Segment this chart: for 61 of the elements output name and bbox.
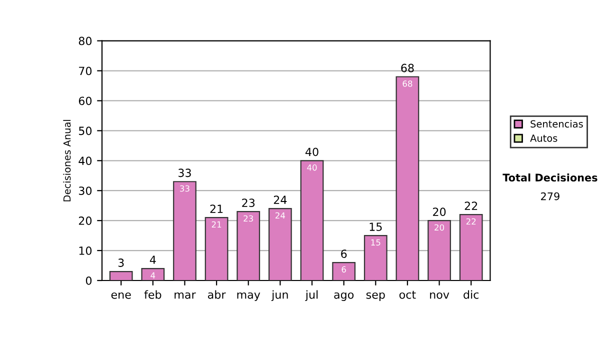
total-label: 6 xyxy=(341,250,347,258)
total-label: 20 xyxy=(433,208,446,216)
data-label: 68 xyxy=(402,80,412,87)
bar xyxy=(459,214,483,280)
bar xyxy=(141,268,165,280)
x-tick-label: mar xyxy=(174,292,196,299)
total-label: 68 xyxy=(401,64,414,72)
y-tick-label: 80 xyxy=(78,36,92,46)
data-label: 40 xyxy=(307,164,317,171)
data-label: 4 xyxy=(150,272,156,278)
x-tick-label: jun xyxy=(271,290,288,301)
data-label: 22 xyxy=(466,218,476,225)
bar xyxy=(332,262,356,280)
x-tick-label: oct xyxy=(399,290,416,299)
bar xyxy=(396,76,420,280)
bar xyxy=(300,160,324,280)
total-label: 23 xyxy=(242,198,255,208)
y-tick-label: 0 xyxy=(86,276,92,285)
data-label: 15 xyxy=(371,239,380,246)
bar xyxy=(173,181,196,280)
data-label: 33 xyxy=(180,185,190,192)
total-label: 4 xyxy=(150,256,156,264)
y-tick-label: 10 xyxy=(79,246,92,255)
total-label: 24 xyxy=(274,196,287,204)
data-label: 24 xyxy=(276,212,286,219)
bar xyxy=(236,211,260,280)
total-label: 33 xyxy=(178,168,191,178)
y-tick-label: 40 xyxy=(78,156,92,166)
x-tick-label: feb xyxy=(144,290,162,299)
bar xyxy=(204,217,228,280)
x-tick-label: dic xyxy=(464,290,479,299)
y-tick-label: 50 xyxy=(78,126,92,136)
x-tick-label: jul xyxy=(305,290,318,301)
x-tick-label: ene xyxy=(111,292,131,299)
data-label: 6 xyxy=(342,266,346,273)
x-tick-label: abr xyxy=(208,290,226,299)
data-label: 21 xyxy=(212,221,222,228)
total-label: 22 xyxy=(464,202,478,210)
data-label: 20 xyxy=(434,224,444,231)
y-tick-label: 60 xyxy=(78,96,92,106)
total-label: 40 xyxy=(305,148,318,156)
legend-label: Autos xyxy=(530,134,558,142)
bar xyxy=(428,220,451,280)
legend-label: Sentencias xyxy=(530,120,583,128)
total-label: 21 xyxy=(210,204,223,213)
y-tick-label: 70 xyxy=(79,66,92,76)
y-tick-label: 30 xyxy=(78,186,92,195)
bar xyxy=(268,208,292,280)
bar xyxy=(364,235,388,280)
y-tick-label: 20 xyxy=(78,216,92,225)
data-label: 23 xyxy=(244,215,254,222)
text: 279 xyxy=(541,192,560,200)
x-tick-label: sep xyxy=(366,292,385,301)
bar xyxy=(109,270,133,280)
total-label: 15 xyxy=(370,222,382,232)
x-tick-label: nov xyxy=(430,292,450,299)
text: Total Decisiones xyxy=(502,173,598,182)
y-axis-title: Decisiones Anual xyxy=(63,120,71,202)
total-label: 3 xyxy=(118,258,124,267)
x-tick-label: may xyxy=(237,292,260,301)
x-tick-label: ago xyxy=(334,292,354,301)
